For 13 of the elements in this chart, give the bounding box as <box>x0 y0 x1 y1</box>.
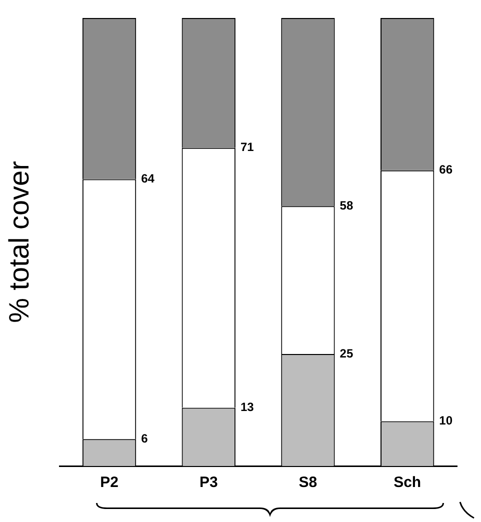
x-tick-label: P2 <box>100 474 118 492</box>
x-tick-label: P3 <box>199 474 218 492</box>
x-tick-label: S8 <box>298 474 318 492</box>
annotation: 64 <box>141 172 155 186</box>
annotation: 10 <box>439 414 453 428</box>
annotation: 25 <box>340 346 354 360</box>
y-axis-title: % total cover <box>4 161 35 323</box>
annotation: 13 <box>240 400 254 414</box>
x-tick-label: Sch <box>394 474 422 492</box>
annotation: 71 <box>240 140 254 154</box>
annotation: 58 <box>340 198 354 212</box>
annotation: 6 <box>141 431 148 446</box>
annotation: 66 <box>439 162 453 177</box>
